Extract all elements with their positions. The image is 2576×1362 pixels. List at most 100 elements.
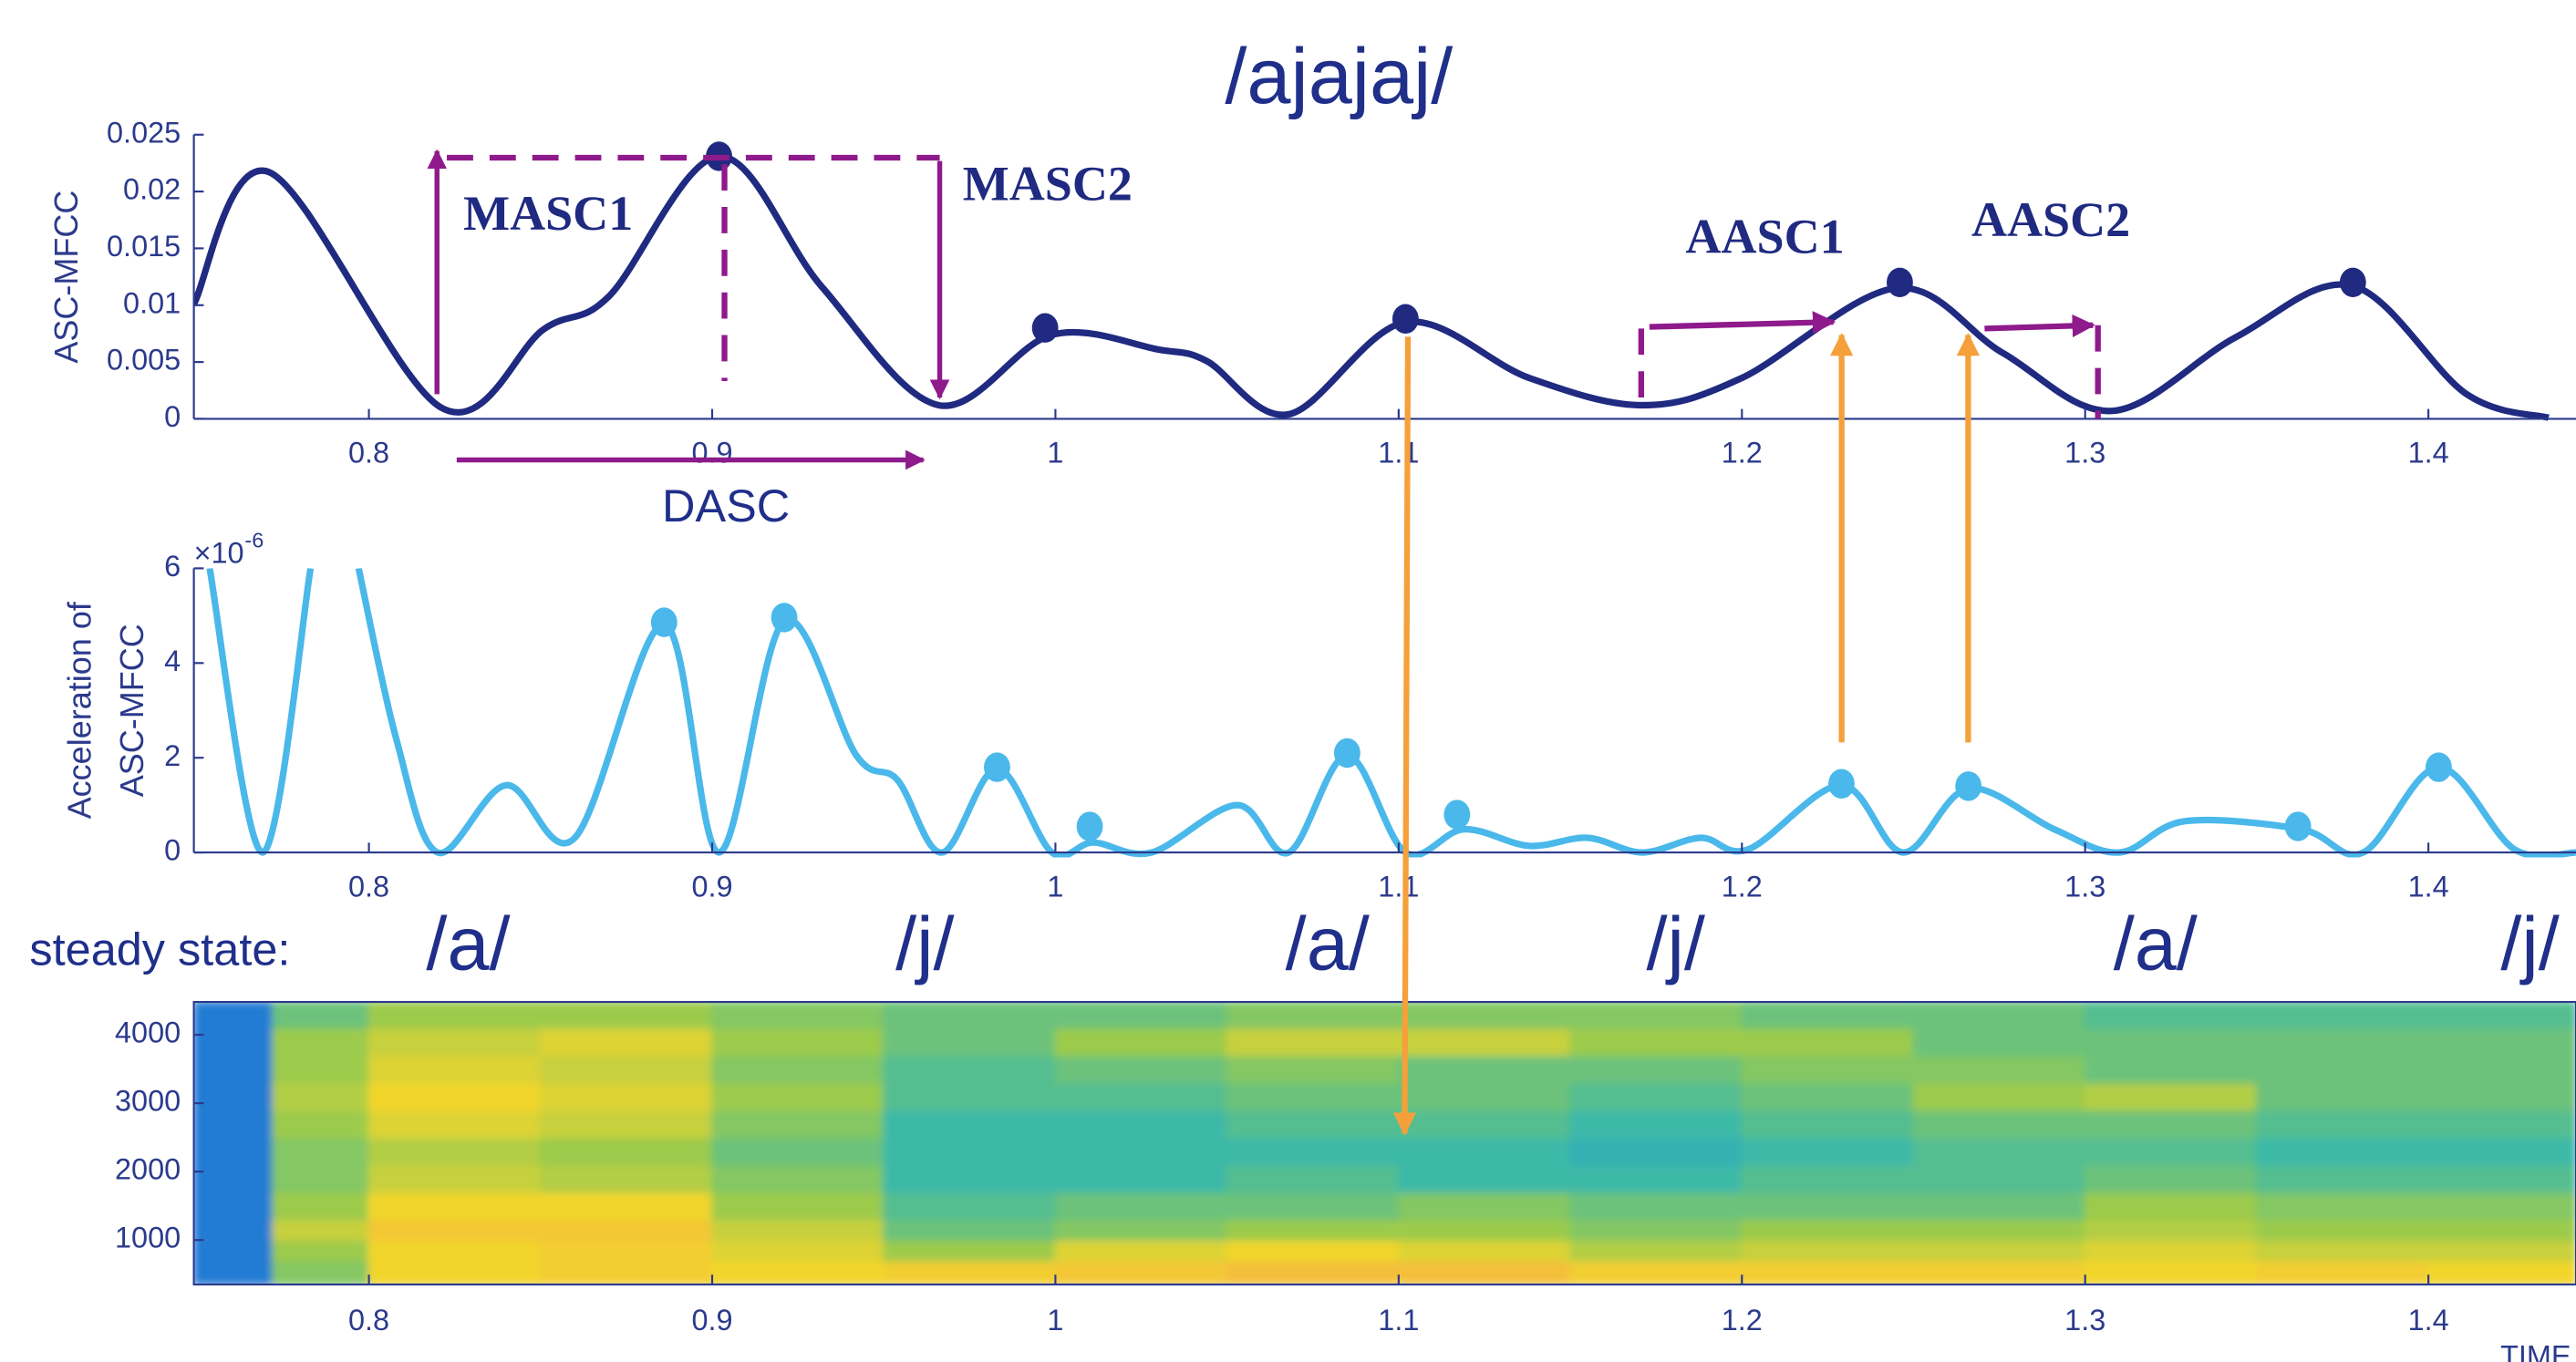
heatmap-cell bbox=[711, 1191, 885, 1221]
heatmap-cell bbox=[1741, 1136, 1915, 1166]
heatmap-cell bbox=[1397, 1218, 1571, 1242]
heatmap-cell bbox=[711, 1163, 885, 1193]
aasc2-arrow bbox=[1984, 314, 2095, 338]
heatmap-cell bbox=[711, 1109, 885, 1139]
heatmap-cell bbox=[272, 1191, 370, 1221]
peak-marker bbox=[1076, 811, 1103, 841]
x-tick-label: 0.9 bbox=[691, 437, 732, 469]
x-axis-label: TIME bbox=[2500, 1340, 2571, 1362]
plot-area bbox=[206, 568, 2576, 858]
heatmap-cell bbox=[1912, 1109, 2086, 1139]
heatmap-cell bbox=[711, 1136, 885, 1166]
heatmap-cell bbox=[1912, 1259, 2086, 1285]
heatmap-cell bbox=[367, 1218, 542, 1242]
heatmap-cell bbox=[193, 1191, 274, 1221]
heatmap-cell bbox=[1397, 1081, 1571, 1111]
annotation: MASC1 bbox=[463, 186, 633, 241]
heatmap-cell bbox=[1741, 1218, 1915, 1242]
x-tick-label: 0.8 bbox=[348, 870, 389, 903]
heatmap-cell bbox=[2084, 1239, 2258, 1262]
y-tick-label: 1000 bbox=[115, 1222, 181, 1254]
heatmap-cell bbox=[1397, 1259, 1571, 1285]
heatmap-cell bbox=[1912, 1054, 2086, 1084]
annotation: MASC2 bbox=[963, 157, 1133, 212]
y-tick-label: 0.01 bbox=[123, 286, 181, 319]
heatmap-cell bbox=[193, 1218, 274, 1242]
heatmap-cell bbox=[1912, 1218, 2086, 1242]
x-tick-label: 0.8 bbox=[348, 437, 389, 469]
heatmap-cell bbox=[1912, 1136, 2086, 1166]
heatmap-cell bbox=[2256, 1239, 2430, 1262]
link-arrow bbox=[1392, 336, 1417, 1136]
x-tick-label: 1.3 bbox=[2064, 437, 2105, 469]
heatmap-cell bbox=[1912, 1081, 2086, 1111]
heatmap-cell bbox=[367, 1136, 542, 1166]
heatmap-cell bbox=[193, 1109, 274, 1139]
y-axis-label: ASC-MFCC bbox=[113, 624, 150, 797]
heatmap-cell bbox=[1054, 1054, 1228, 1084]
heatmap-cell bbox=[272, 1136, 370, 1166]
y-tick-label: 3000 bbox=[115, 1085, 181, 1118]
y-tick-label: 0 bbox=[164, 400, 181, 433]
heatmap-cell bbox=[1226, 1136, 1400, 1166]
y-tick-label: 6 bbox=[164, 550, 181, 583]
heatmap-cell bbox=[1397, 1109, 1571, 1139]
heatmap-cell bbox=[883, 1054, 1057, 1084]
heatmap-cell bbox=[272, 1259, 370, 1285]
x-tick-label: 1.2 bbox=[1722, 437, 1763, 469]
y-axis-label: Acceleration of bbox=[61, 601, 98, 819]
heatmap-cell bbox=[1741, 1109, 1915, 1139]
heatmap-cell bbox=[2427, 1163, 2576, 1193]
heatmap-cell bbox=[1397, 1239, 1571, 1262]
heatmap-cell bbox=[539, 1027, 713, 1057]
heatmap-cell bbox=[1741, 1239, 1915, 1262]
x-tick-label: 1.4 bbox=[2408, 437, 2449, 469]
heatmap-cell bbox=[367, 1109, 542, 1139]
title: /ajajaj/ bbox=[1225, 33, 1454, 120]
data-line bbox=[193, 152, 2550, 421]
heatmap-cell bbox=[272, 1239, 370, 1262]
y-axis-label: ASC-MFCC bbox=[47, 191, 85, 364]
heatmap-cell bbox=[883, 1218, 1057, 1242]
heatmap-cell bbox=[539, 1136, 713, 1166]
x-tick-label: 1 bbox=[1047, 437, 1063, 469]
x-tick-label: 1.1 bbox=[1378, 870, 1419, 903]
peak-marker bbox=[1333, 738, 1360, 769]
x-tick-label: 0.9 bbox=[691, 1304, 732, 1336]
y-tick-label: 2 bbox=[164, 739, 181, 772]
x-tick-label: 0.8 bbox=[348, 1304, 389, 1336]
peak-marker bbox=[1443, 800, 1471, 830]
heatmap-cell bbox=[1226, 1163, 1400, 1193]
heatmap-cell bbox=[367, 1191, 542, 1221]
peak-marker bbox=[984, 752, 1010, 782]
heatmap-cell bbox=[2427, 1136, 2576, 1166]
heatmap-cell bbox=[1741, 1259, 1915, 1285]
heatmap-cell bbox=[539, 1218, 713, 1242]
heatmap-cell bbox=[1054, 1002, 1228, 1029]
heatmap-cell bbox=[1569, 1191, 1743, 1221]
chart-layer: 0.8 0.9 1 1.1 1.2 1.3 1.4 0 0.005 0.01 0.015 0.02 0.… bbox=[47, 116, 2576, 1362]
x-tick-label: 0.9 bbox=[691, 870, 732, 903]
heatmap-cell bbox=[2256, 1027, 2430, 1057]
heatmap-cell bbox=[367, 1239, 542, 1262]
annotation: AASC2 bbox=[1971, 192, 2130, 247]
heatmap-cell bbox=[367, 1002, 542, 1029]
heatmap-cell bbox=[883, 1239, 1057, 1262]
heatmap-cell bbox=[193, 1054, 274, 1084]
y-tick-label: 0.025 bbox=[107, 116, 181, 149]
heatmap-cell bbox=[883, 1081, 1057, 1111]
y-tick-label: 0 bbox=[164, 834, 181, 867]
heatmap-cell bbox=[711, 1054, 885, 1084]
y-tick-label: 0.02 bbox=[123, 173, 181, 206]
heatmap-cell bbox=[1741, 1027, 1915, 1057]
heatmap-cell bbox=[711, 1027, 885, 1057]
heatmap-cell bbox=[539, 1109, 713, 1139]
heatmap-cell bbox=[883, 1109, 1057, 1139]
heatmap-cell bbox=[539, 1054, 713, 1084]
peak-marker bbox=[771, 603, 798, 633]
phoneme: /j/ bbox=[895, 901, 955, 985]
peak-marker bbox=[1828, 769, 1855, 799]
heatmap-cell bbox=[193, 1002, 274, 1029]
heatmap-cell bbox=[1226, 1259, 1400, 1285]
